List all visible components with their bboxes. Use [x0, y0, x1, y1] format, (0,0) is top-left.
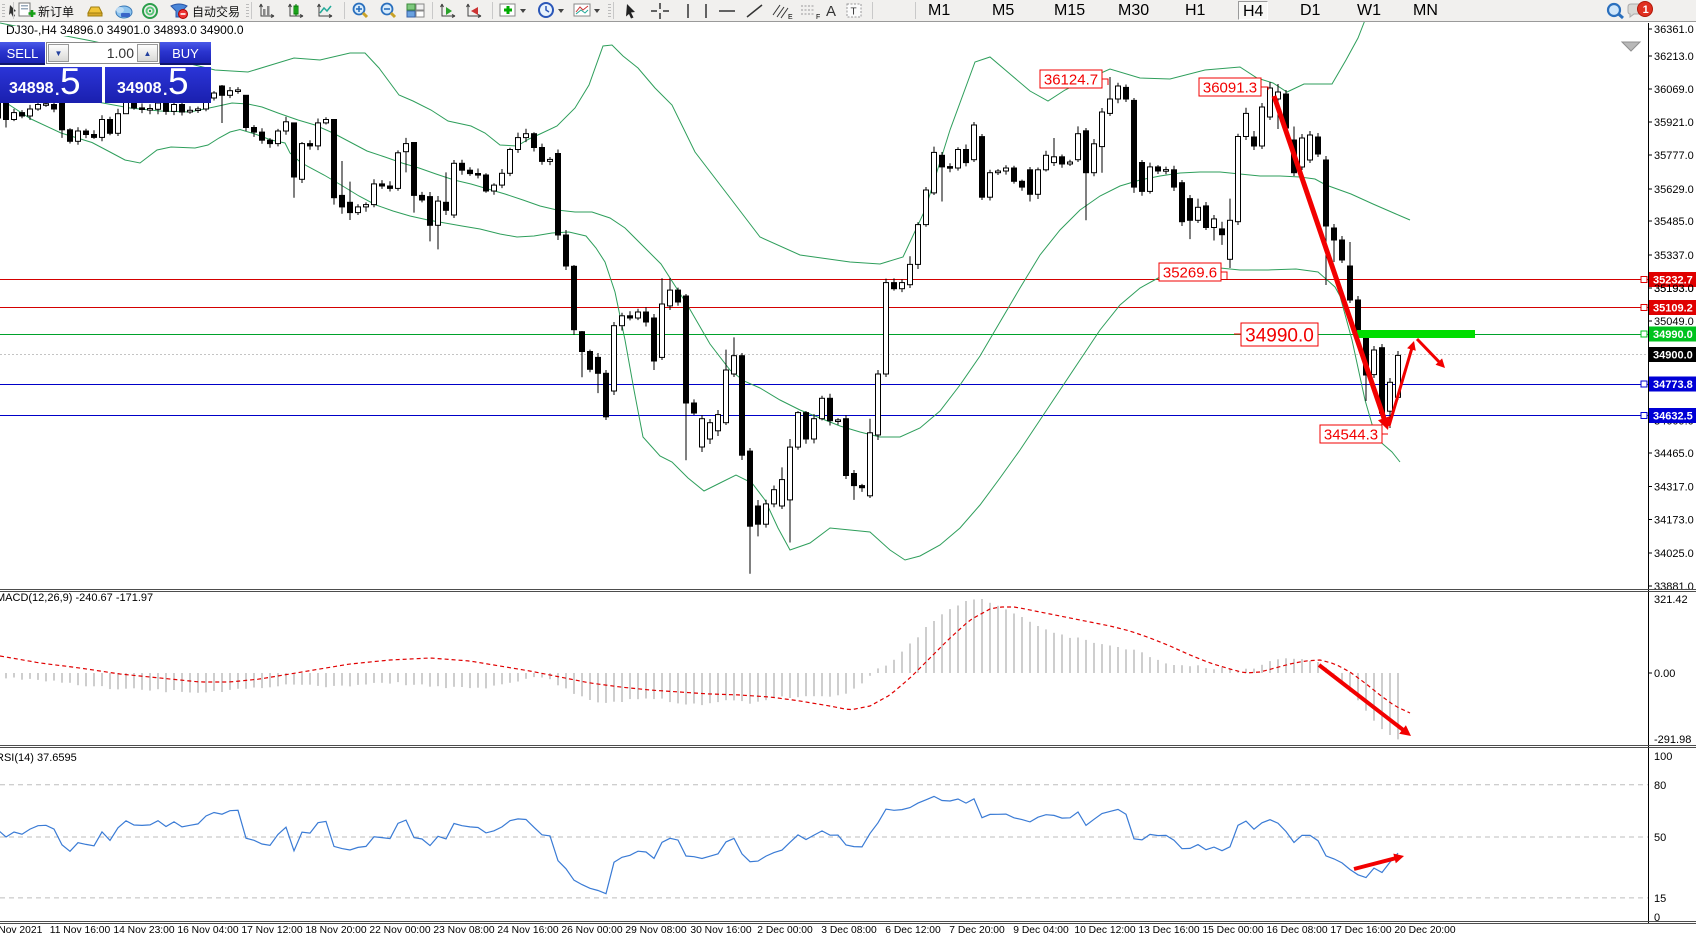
svg-text:0: 0	[1654, 912, 1660, 924]
svg-text:80: 80	[1654, 780, 1666, 792]
svg-text:13 Dec 16:00: 13 Dec 16:00	[1138, 925, 1200, 935]
svg-text:23 Nov 08:00: 23 Nov 08:00	[433, 925, 495, 935]
svg-text:100: 100	[1654, 751, 1672, 763]
svg-text:36361.0: 36361.0	[1654, 24, 1694, 36]
svg-text:35337.0: 35337.0	[1654, 250, 1694, 262]
svg-text:34632.5: 34632.5	[1653, 411, 1693, 423]
svg-text:34465.0: 34465.0	[1654, 448, 1694, 460]
svg-text:F: F	[816, 14, 820, 21]
svg-text:0.00: 0.00	[1654, 668, 1675, 680]
svg-text:29 Nov 08:00: 29 Nov 08:00	[625, 925, 687, 935]
svg-text:50: 50	[1654, 832, 1666, 844]
svg-text:E: E	[788, 14, 793, 21]
svg-text:36124.7: 36124.7	[1044, 71, 1098, 88]
svg-text:36091.3: 36091.3	[1203, 79, 1257, 96]
svg-text:16 Nov 04:00: 16 Nov 04:00	[177, 925, 239, 935]
svg-text:34544.3: 34544.3	[1324, 426, 1378, 443]
svg-text:22 Nov 00:00: 22 Nov 00:00	[369, 925, 431, 935]
svg-text:-291.98: -291.98	[1654, 734, 1691, 746]
svg-text:17 Dec 16:00: 17 Dec 16:00	[1330, 925, 1392, 935]
svg-text:6 Dec 12:00: 6 Dec 12:00	[885, 925, 941, 935]
svg-text:14 Nov 23:00: 14 Nov 23:00	[113, 925, 175, 935]
svg-text:24 Nov 16:00: 24 Nov 16:00	[497, 925, 559, 935]
svg-text:34990.0: 34990.0	[1653, 329, 1693, 341]
svg-text:2 Dec 00:00: 2 Dec 00:00	[757, 925, 813, 935]
svg-text:RSI(14) 37.6595: RSI(14) 37.6595	[0, 752, 77, 764]
svg-text:34317.0: 34317.0	[1654, 482, 1694, 494]
svg-text:T: T	[851, 7, 857, 18]
svg-text:34173.0: 34173.0	[1654, 515, 1694, 527]
svg-text:17 Nov 12:00: 17 Nov 12:00	[241, 925, 303, 935]
svg-text:35485.0: 35485.0	[1654, 216, 1694, 228]
svg-text:34773.8: 34773.8	[1653, 379, 1693, 391]
svg-text:35629.0: 35629.0	[1654, 184, 1694, 196]
svg-text:36213.0: 36213.0	[1654, 51, 1694, 63]
svg-text:10 Dec 12:00: 10 Dec 12:00	[1074, 925, 1136, 935]
svg-text:16 Dec 08:00: 16 Dec 08:00	[1266, 925, 1328, 935]
svg-text:34900.0: 34900.0	[1653, 350, 1693, 362]
svg-text:18 Nov 20:00: 18 Nov 20:00	[305, 925, 367, 935]
svg-text:35777.0: 35777.0	[1654, 150, 1694, 162]
svg-text:35232.7: 35232.7	[1653, 275, 1693, 287]
svg-text:34990.0: 34990.0	[1245, 325, 1314, 346]
svg-text:11 Nov 16:00: 11 Nov 16:00	[50, 925, 111, 935]
svg-text:20 Dec 20:00: 20 Dec 20:00	[1394, 925, 1456, 935]
svg-text:15 Dec 00:00: 15 Dec 00:00	[1202, 925, 1264, 935]
svg-text:35109.2: 35109.2	[1653, 303, 1693, 315]
svg-text:35049.0: 35049.0	[1654, 316, 1694, 328]
svg-text:DJ30-,H4 34896.0 34901.0 3489: DJ30-,H4 34896.0 34901.0 34893.0 34900.0	[6, 23, 244, 37]
svg-text:36069.0: 36069.0	[1654, 84, 1694, 96]
svg-text:321.42: 321.42	[1654, 594, 1688, 606]
svg-text:34025.0: 34025.0	[1654, 548, 1694, 560]
svg-text:15: 15	[1654, 893, 1666, 905]
svg-text:MACD(12,26,9) -240.67 -171.97: MACD(12,26,9) -240.67 -171.97	[0, 592, 153, 604]
svg-text:3 Dec 08:00: 3 Dec 08:00	[821, 925, 877, 935]
svg-text:7 Dec 20:00: 7 Dec 20:00	[949, 925, 1005, 935]
svg-text:35269.6: 35269.6	[1163, 264, 1217, 281]
svg-text:30 Nov 16:00: 30 Nov 16:00	[690, 925, 752, 935]
svg-text:8 Nov 2021: 8 Nov 2021	[0, 925, 43, 935]
svg-text:9 Dec 04:00: 9 Dec 04:00	[1013, 925, 1069, 935]
svg-text:26 Nov 00:00: 26 Nov 00:00	[561, 925, 623, 935]
svg-text:1: 1	[1643, 4, 1649, 16]
svg-text:35193.0: 35193.0	[1654, 283, 1694, 295]
svg-text:35921.0: 35921.0	[1654, 117, 1694, 129]
